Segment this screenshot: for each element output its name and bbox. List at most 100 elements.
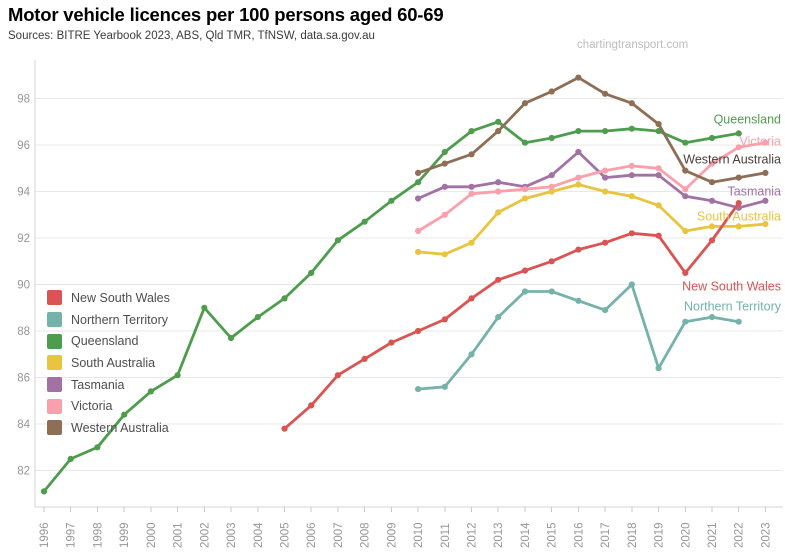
- data-point-new-south-wales-2018[interactable]: [628, 230, 635, 237]
- data-point-queensland-2009[interactable]: [388, 197, 395, 204]
- data-point-queensland-2012[interactable]: [468, 128, 475, 135]
- data-point-tasmania-2019[interactable]: [655, 172, 662, 179]
- data-point-queensland-2006[interactable]: [308, 269, 315, 276]
- data-point-western-australia-2021[interactable]: [708, 179, 716, 186]
- data-point-northern-territory-2021[interactable]: [708, 314, 716, 321]
- data-point-south-australia-2021[interactable]: [708, 223, 716, 230]
- data-point-queensland-2011[interactable]: [441, 148, 448, 156]
- data-point-tasmania-2011[interactable]: [441, 183, 448, 190]
- data-point-new-south-wales-2020[interactable]: [682, 269, 689, 276]
- data-point-queensland-2017[interactable]: [602, 128, 609, 135]
- data-point-victoria-2023[interactable]: [762, 139, 769, 146]
- data-point-western-australia-2022[interactable]: [735, 174, 742, 181]
- data-point-northern-territory-2012[interactable]: [468, 351, 475, 358]
- legend-item-tasmania[interactable]: Tasmania: [47, 374, 170, 396]
- data-point-queensland-2007[interactable]: [334, 237, 341, 244]
- data-point-tasmania-2023[interactable]: [762, 197, 769, 204]
- data-point-northern-territory-2010[interactable]: [415, 386, 422, 393]
- data-point-south-australia-2016[interactable]: [575, 181, 582, 188]
- data-point-victoria-2010[interactable]: [415, 227, 422, 235]
- series-line-tasmania[interactable]: [416, 150, 767, 210]
- legend-item-western-australia[interactable]: Western Australia: [47, 417, 170, 439]
- data-point-western-australia-2010[interactable]: [415, 169, 422, 176]
- data-point-queensland-2013[interactable]: [495, 118, 502, 125]
- data-point-victoria-2022[interactable]: [735, 144, 742, 151]
- data-point-queensland-2002[interactable]: [201, 304, 208, 311]
- data-point-queensland-2000[interactable]: [147, 388, 154, 395]
- data-point-new-south-wales-2016[interactable]: [575, 246, 582, 253]
- data-point-western-australia-2013[interactable]: [495, 128, 502, 135]
- series-victoria[interactable]: [415, 139, 769, 235]
- data-point-new-south-wales-2005[interactable]: [281, 425, 288, 432]
- data-point-queensland-2003[interactable]: [227, 334, 235, 342]
- data-point-south-australia-2012[interactable]: [468, 239, 475, 246]
- data-point-queensland-2020[interactable]: [682, 139, 689, 146]
- series-northern-territory[interactable]: [415, 281, 742, 393]
- data-point-victoria-2018[interactable]: [628, 162, 635, 169]
- data-point-victoria-2013[interactable]: [495, 188, 502, 195]
- data-point-south-australia-2013[interactable]: [495, 209, 502, 216]
- data-point-new-south-wales-2012[interactable]: [468, 295, 475, 302]
- data-point-new-south-wales-2009[interactable]: [388, 339, 395, 346]
- data-point-south-australia-2015[interactable]: [548, 188, 555, 195]
- series-tasmania[interactable]: [415, 148, 769, 211]
- data-point-new-south-wales-2022[interactable]: [735, 200, 742, 207]
- legend-item-victoria[interactable]: Victoria: [47, 395, 170, 417]
- data-point-western-australia-2023[interactable]: [762, 169, 769, 176]
- data-point-western-australia-2011[interactable]: [441, 160, 448, 167]
- data-point-south-australia-2020[interactable]: [682, 227, 689, 235]
- data-point-new-south-wales-2019[interactable]: [655, 232, 662, 239]
- data-point-new-south-wales-2017[interactable]: [602, 239, 609, 246]
- data-point-tasmania-2015[interactable]: [548, 172, 555, 179]
- data-point-queensland-2018[interactable]: [628, 125, 635, 132]
- series-south-australia[interactable]: [415, 181, 769, 258]
- data-point-south-australia-2017[interactable]: [602, 188, 609, 195]
- data-point-queensland-2004[interactable]: [254, 314, 261, 321]
- data-point-queensland-1997[interactable]: [67, 455, 74, 462]
- data-point-new-south-wales-2015[interactable]: [548, 258, 555, 265]
- data-point-queensland-2001[interactable]: [174, 372, 181, 379]
- data-point-victoria-2014[interactable]: [521, 186, 529, 193]
- data-point-new-south-wales-2008[interactable]: [361, 355, 368, 362]
- data-point-queensland-2016[interactable]: [575, 128, 582, 135]
- data-point-queensland-2021[interactable]: [708, 134, 716, 142]
- series-new-south-wales[interactable]: [281, 200, 742, 432]
- data-point-northern-territory-2013[interactable]: [495, 314, 502, 321]
- data-point-queensland-2014[interactable]: [521, 139, 529, 146]
- data-point-new-south-wales-2014[interactable]: [521, 267, 529, 274]
- data-point-tasmania-2018[interactable]: [628, 172, 635, 179]
- data-point-northern-territory-2015[interactable]: [548, 288, 555, 295]
- data-point-new-south-wales-2007[interactable]: [334, 372, 341, 379]
- legend-item-new-south-wales[interactable]: New South Wales: [47, 287, 170, 309]
- data-point-western-australia-2020[interactable]: [682, 167, 689, 174]
- legend-item-queensland[interactable]: Queensland: [47, 330, 170, 352]
- data-point-queensland-1996[interactable]: [40, 488, 48, 495]
- data-point-queensland-2008[interactable]: [361, 218, 368, 225]
- series-queensland[interactable]: [40, 118, 742, 495]
- data-point-queensland-1998[interactable]: [94, 444, 101, 451]
- data-point-northern-territory-2019[interactable]: [655, 365, 662, 372]
- series-line-western-australia[interactable]: [416, 76, 767, 184]
- data-point-new-south-wales-2013[interactable]: [495, 276, 502, 283]
- data-point-western-australia-2017[interactable]: [602, 90, 609, 97]
- data-point-victoria-2021[interactable]: [708, 160, 716, 167]
- data-point-new-south-wales-2006[interactable]: [308, 402, 315, 409]
- data-point-tasmania-2013[interactable]: [495, 179, 502, 186]
- data-point-new-south-wales-2021[interactable]: [708, 237, 716, 244]
- data-point-western-australia-2018[interactable]: [628, 100, 635, 107]
- data-point-victoria-2020[interactable]: [682, 186, 689, 193]
- data-point-queensland-2010[interactable]: [415, 179, 422, 186]
- series-line-victoria[interactable]: [416, 141, 767, 233]
- data-point-northern-territory-2011[interactable]: [441, 383, 448, 390]
- legend-item-south-australia[interactable]: South Australia: [47, 352, 170, 374]
- data-point-queensland-2005[interactable]: [281, 295, 288, 302]
- data-point-northern-territory-2014[interactable]: [521, 288, 529, 295]
- data-point-queensland-1999[interactable]: [121, 411, 128, 418]
- data-point-new-south-wales-2010[interactable]: [415, 327, 422, 335]
- data-point-northern-territory-2016[interactable]: [575, 297, 582, 304]
- data-point-tasmania-2017[interactable]: [602, 174, 609, 181]
- data-point-south-australia-2019[interactable]: [655, 202, 662, 209]
- data-point-victoria-2015[interactable]: [548, 183, 555, 190]
- series-western-australia[interactable]: [415, 74, 769, 186]
- data-point-victoria-2019[interactable]: [655, 165, 662, 172]
